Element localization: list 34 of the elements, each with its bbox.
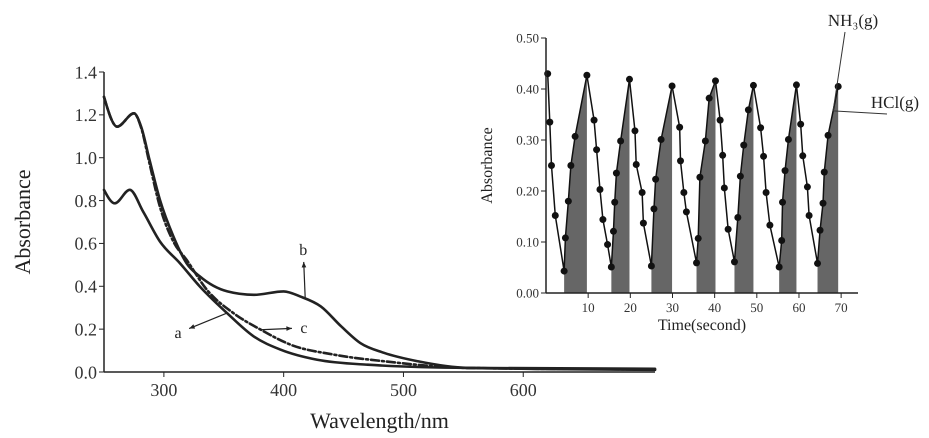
y-tick-label: 1.4 bbox=[74, 62, 97, 82]
y-axis-title: Absorbance bbox=[10, 169, 35, 275]
y-tick-label: 1.2 bbox=[74, 105, 97, 126]
x-tick-label: 30 bbox=[666, 300, 679, 315]
text: NH₃(g) bbox=[828, 11, 878, 30]
x-tick-label: 600 bbox=[510, 380, 537, 400]
y-tick-label: 0.00 bbox=[516, 286, 539, 301]
y-tick-label: 0.2 bbox=[74, 319, 97, 340]
x-tick-label: 400 bbox=[270, 380, 298, 400]
annotation: a bbox=[174, 325, 182, 342]
y-tick-label: 0.0 bbox=[74, 362, 97, 382]
x-tick-label: 20 bbox=[624, 300, 637, 315]
x-axis-title: Time(second) bbox=[658, 317, 746, 334]
x-tick-label: 300 bbox=[150, 380, 178, 400]
y-tick-label: 0.8 bbox=[74, 190, 97, 211]
x-tick-label: 10 bbox=[582, 300, 595, 315]
annotation: c bbox=[300, 320, 308, 337]
y-axis-title: Absorbance bbox=[479, 127, 496, 204]
series-label: HCl(g) bbox=[870, 93, 920, 112]
x-axis-title: Wavelength/nm bbox=[310, 408, 449, 433]
x-tick-label: 60 bbox=[792, 300, 806, 315]
y-tick-label: 0.10 bbox=[516, 234, 539, 250]
annotation: b bbox=[299, 242, 308, 259]
y-tick-label: 0.40 bbox=[516, 82, 539, 97]
y-tick-label: 0.50 bbox=[516, 30, 539, 46]
y-tick-label: 0.20 bbox=[516, 184, 539, 199]
y-tick-label: 1.0 bbox=[74, 148, 97, 168]
y-tick-label: 0.6 bbox=[74, 234, 97, 254]
y-tick-label: 0.4 bbox=[74, 276, 97, 297]
x-tick-label: 40 bbox=[708, 300, 722, 315]
y-tick-label: 0.30 bbox=[516, 132, 539, 148]
x-tick-label: 500 bbox=[390, 380, 417, 400]
x-tick-label: 70 bbox=[834, 300, 848, 315]
x-tick-label: 50 bbox=[750, 300, 764, 315]
